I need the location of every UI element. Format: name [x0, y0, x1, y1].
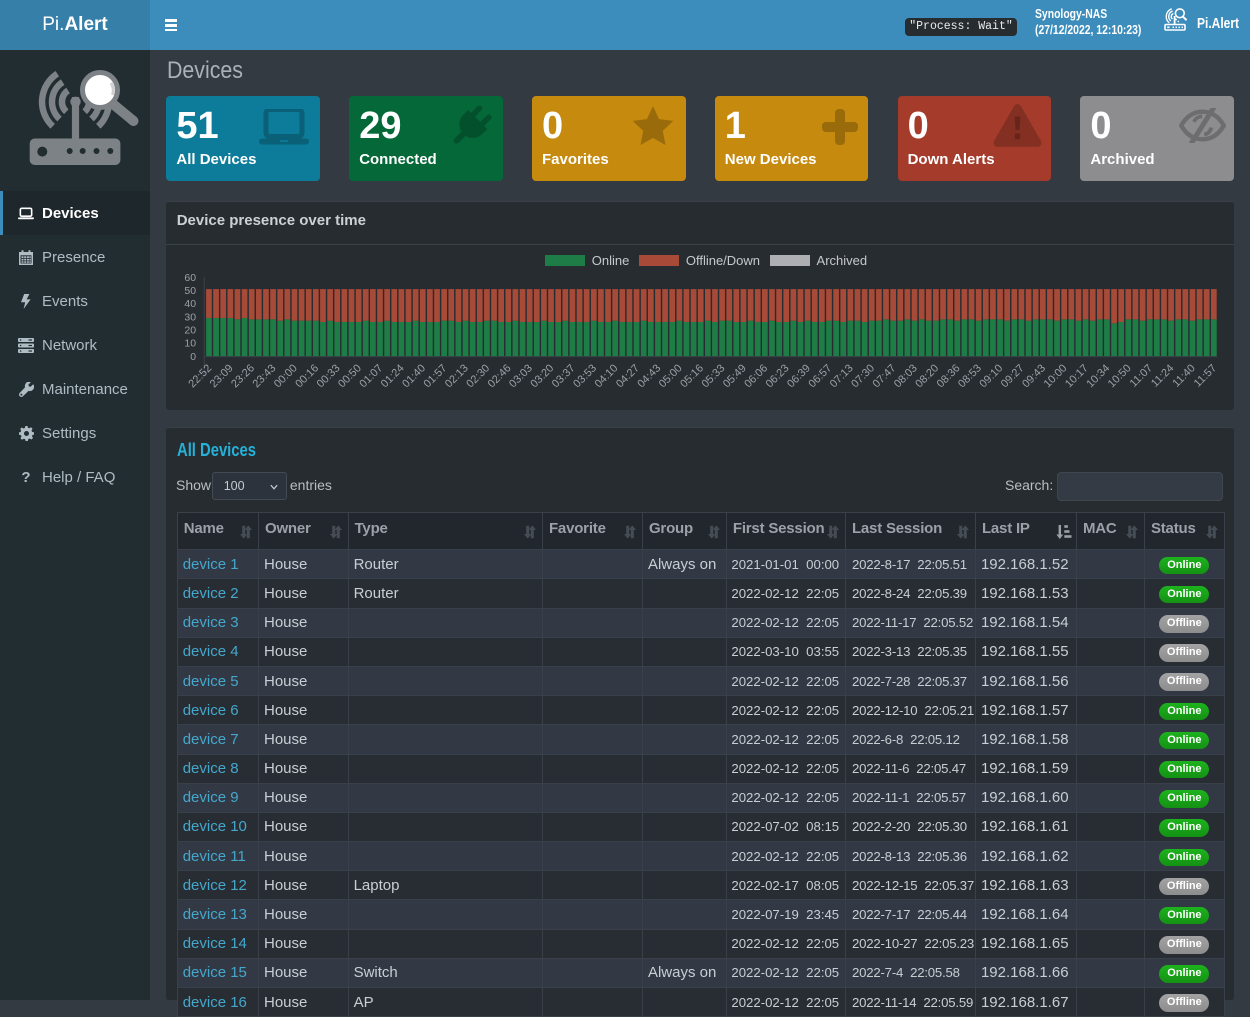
svg-text:04:27: 04:27 — [614, 362, 642, 390]
svg-text:10:00: 10:00 — [1042, 362, 1070, 390]
svg-text:09:27: 09:27 — [999, 362, 1027, 390]
svg-text:06:06: 06:06 — [743, 362, 771, 390]
svg-text:01:40: 01:40 — [401, 362, 429, 390]
svg-text:08:03: 08:03 — [892, 362, 920, 390]
svg-text:11:57: 11:57 — [1192, 362, 1219, 389]
svg-text:40: 40 — [185, 299, 197, 310]
svg-text:22:52: 22:52 — [187, 362, 215, 390]
svg-text:01:57: 01:57 — [422, 362, 450, 390]
svg-text:06:23: 06:23 — [764, 362, 792, 390]
svg-text:08:20: 08:20 — [914, 362, 942, 390]
svg-text:11:07: 11:07 — [1128, 362, 1155, 389]
svg-text:02:13: 02:13 — [443, 362, 471, 390]
svg-text:11:40: 11:40 — [1171, 362, 1198, 389]
svg-text:06:39: 06:39 — [785, 362, 813, 390]
svg-text:04:43: 04:43 — [636, 362, 664, 390]
svg-text:05:16: 05:16 — [678, 362, 706, 390]
svg-text:01:24: 01:24 — [379, 362, 407, 390]
svg-text:50: 50 — [185, 286, 197, 297]
svg-text:20: 20 — [185, 325, 197, 336]
svg-text:11:24: 11:24 — [1149, 362, 1176, 389]
svg-text:60: 60 — [185, 273, 197, 284]
svg-text:06:57: 06:57 — [807, 362, 835, 390]
svg-text:0: 0 — [191, 352, 197, 363]
svg-text:10:50: 10:50 — [1106, 362, 1134, 390]
svg-text:01:07: 01:07 — [358, 362, 386, 390]
svg-text:07:13: 07:13 — [828, 362, 856, 390]
svg-text:08:36: 08:36 — [935, 362, 963, 390]
svg-text:05:00: 05:00 — [657, 362, 685, 390]
svg-text:03:37: 03:37 — [550, 362, 578, 390]
svg-text:02:30: 02:30 — [465, 362, 493, 390]
svg-text:03:20: 03:20 — [529, 362, 557, 390]
svg-text:03:03: 03:03 — [507, 362, 535, 390]
svg-text:23:09: 23:09 — [208, 362, 236, 390]
svg-text:23:26: 23:26 — [229, 362, 257, 390]
svg-text:00:16: 00:16 — [294, 362, 322, 390]
svg-text:03:53: 03:53 — [572, 362, 600, 390]
svg-text:08:53: 08:53 — [956, 362, 984, 390]
svg-text:07:47: 07:47 — [871, 362, 899, 390]
svg-text:10: 10 — [185, 338, 197, 349]
svg-text:00:00: 00:00 — [272, 362, 300, 390]
svg-text:00:33: 00:33 — [315, 362, 343, 390]
svg-text:05:49: 05:49 — [721, 362, 749, 390]
svg-text:05:33: 05:33 — [700, 362, 728, 390]
svg-text:10:17: 10:17 — [1063, 362, 1091, 390]
svg-text:04:10: 04:10 — [593, 362, 621, 390]
svg-text:02:46: 02:46 — [486, 362, 514, 390]
svg-text:09:10: 09:10 — [978, 362, 1006, 390]
svg-text:09:43: 09:43 — [1021, 362, 1049, 390]
svg-text:10:34: 10:34 — [1085, 362, 1113, 390]
svg-text:23:43: 23:43 — [251, 362, 279, 390]
svg-text:30: 30 — [185, 312, 197, 323]
svg-text:00:50: 00:50 — [336, 362, 364, 390]
svg-text:07:30: 07:30 — [850, 362, 878, 390]
